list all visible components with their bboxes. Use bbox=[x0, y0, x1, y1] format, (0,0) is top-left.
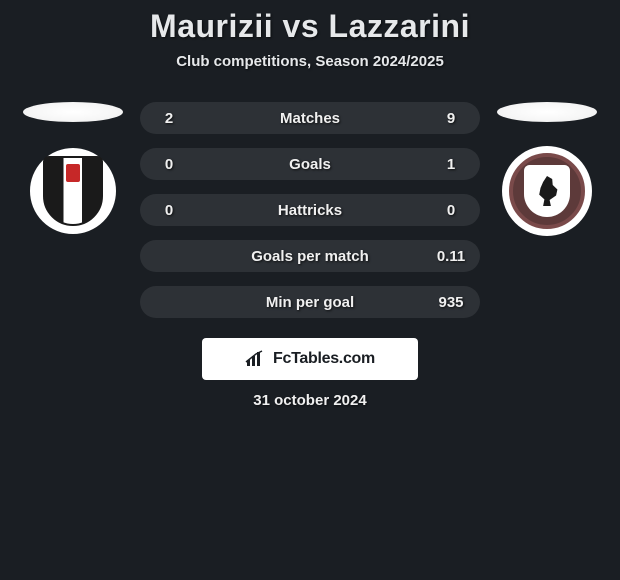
stat-left-value: 0 bbox=[154, 202, 184, 219]
stat-label: Goals bbox=[289, 156, 331, 173]
player-right-crest bbox=[502, 146, 592, 236]
player-right-column bbox=[492, 94, 602, 236]
player-left-name-plate bbox=[23, 102, 123, 122]
stat-left-value: 2 bbox=[154, 110, 184, 127]
stat-right-value: 0 bbox=[436, 202, 466, 219]
stat-row: 2 Matches 9 bbox=[140, 102, 480, 134]
date-label: 31 october 2024 bbox=[0, 392, 620, 409]
stat-row: Goals per match 0.11 bbox=[140, 240, 480, 272]
stat-right-value: 935 bbox=[436, 294, 466, 311]
brand-link[interactable]: FcTables.com bbox=[202, 338, 418, 380]
stat-label: Min per goal bbox=[266, 294, 354, 311]
stat-right-value: 0.11 bbox=[436, 248, 466, 265]
stat-row: 0 Hattricks 0 bbox=[140, 194, 480, 226]
stat-label: Matches bbox=[280, 110, 340, 127]
root: Maurizii vs Lazzarini Club competitions,… bbox=[0, 0, 620, 409]
brand-text: FcTables.com bbox=[273, 350, 375, 368]
stat-row: 0 Goals 1 bbox=[140, 148, 480, 180]
page-title: Maurizii vs Lazzarini bbox=[0, 8, 620, 45]
horse-icon bbox=[534, 176, 560, 206]
player-right-name-plate bbox=[497, 102, 597, 122]
stat-left-value: 0 bbox=[154, 156, 184, 173]
stats-table: 2 Matches 9 0 Goals 1 0 Hattricks 0 Goal… bbox=[140, 102, 480, 318]
stat-row: Min per goal 935 bbox=[140, 286, 480, 318]
crest-disc bbox=[509, 153, 585, 229]
comparison-layout: 2 Matches 9 0 Goals 1 0 Hattricks 0 Goal… bbox=[0, 94, 620, 318]
player-left-crest bbox=[28, 146, 118, 236]
stat-right-value: 9 bbox=[436, 110, 466, 127]
page-subtitle: Club competitions, Season 2024/2025 bbox=[0, 53, 620, 70]
stat-label: Goals per match bbox=[251, 248, 369, 265]
bar-chart-icon bbox=[245, 350, 267, 368]
shield-icon bbox=[43, 156, 103, 226]
shield-icon bbox=[524, 165, 570, 217]
stat-label: Hattricks bbox=[278, 202, 342, 219]
stat-right-value: 1 bbox=[436, 156, 466, 173]
player-left-column bbox=[18, 94, 128, 236]
